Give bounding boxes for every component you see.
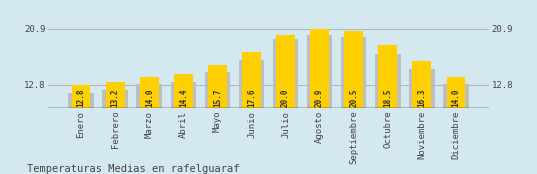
Text: 14.0: 14.0 [452, 89, 460, 107]
Bar [174, 74, 193, 108]
Bar [242, 52, 261, 108]
Bar [140, 77, 158, 108]
Bar [310, 29, 329, 108]
Text: 18.5: 18.5 [383, 89, 392, 107]
Bar [208, 65, 227, 108]
Bar [409, 69, 434, 108]
Bar [446, 77, 465, 108]
Bar [205, 72, 230, 108]
Text: 20.9: 20.9 [315, 89, 324, 107]
Text: 14.4: 14.4 [179, 89, 188, 107]
Bar [68, 93, 94, 108]
Text: 13.2: 13.2 [111, 89, 120, 107]
Bar [307, 35, 332, 108]
Bar [171, 82, 196, 108]
Bar [412, 61, 431, 108]
Bar [273, 39, 299, 108]
Text: 14.0: 14.0 [145, 89, 154, 107]
Bar [106, 82, 125, 108]
Bar [276, 35, 295, 108]
Bar [103, 90, 128, 108]
Text: 20.5: 20.5 [349, 89, 358, 107]
Text: 16.3: 16.3 [417, 89, 426, 107]
Bar [341, 37, 366, 108]
Bar [344, 31, 363, 108]
Text: 17.6: 17.6 [247, 89, 256, 107]
Bar [238, 60, 264, 108]
Text: 15.7: 15.7 [213, 89, 222, 107]
Bar [136, 84, 162, 108]
Bar [379, 45, 397, 108]
Text: 12.8: 12.8 [77, 89, 85, 107]
Text: 20.0: 20.0 [281, 89, 290, 107]
Bar [443, 84, 469, 108]
Bar [375, 54, 401, 108]
Bar [72, 85, 91, 108]
Text: Temperaturas Medias en rafelguaraf: Temperaturas Medias en rafelguaraf [27, 164, 240, 174]
